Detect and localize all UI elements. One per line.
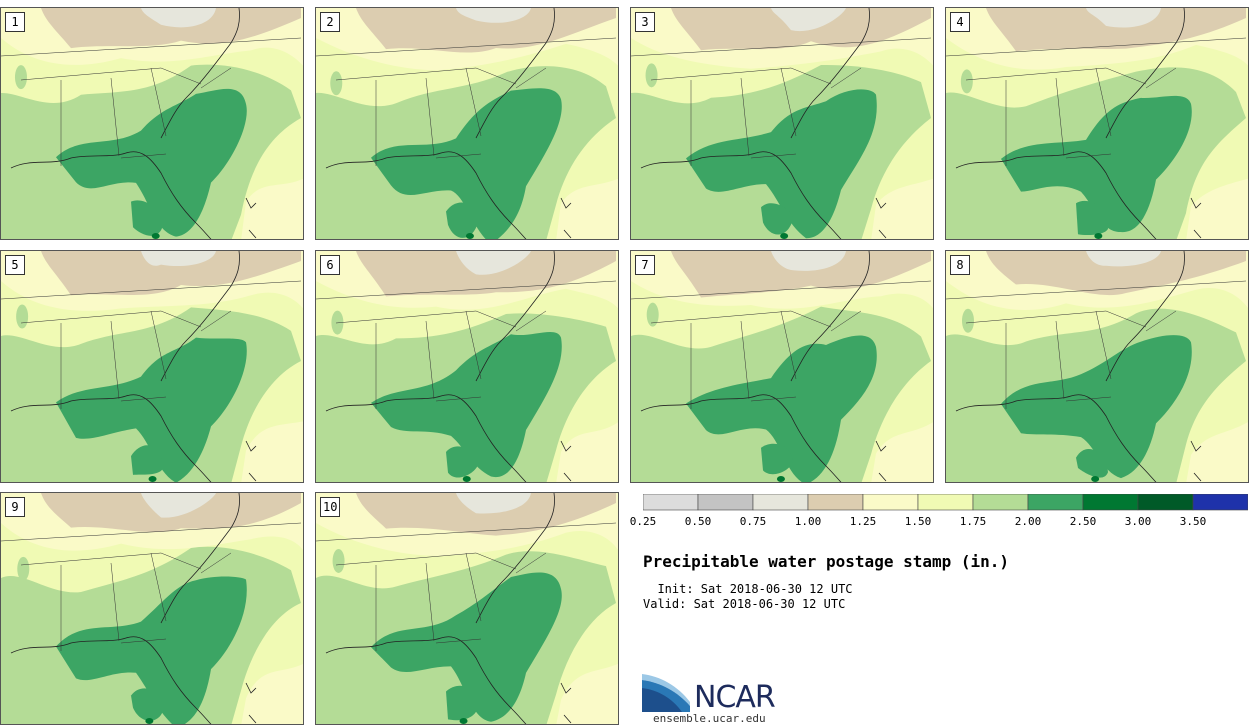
colorbar-tick-label: 1.75 (959, 515, 987, 528)
ensemble-member-panel-7: 7 (630, 250, 934, 483)
ensemble-member-panel-1: 1 (0, 7, 304, 240)
colorbar-swatch (1192, 494, 1248, 511)
ensemble-member-panel-9: 9 (0, 492, 304, 725)
panel-number: 2 (320, 12, 340, 32)
panel-number: 9 (5, 497, 25, 517)
panel-number: 3 (635, 12, 655, 32)
colorbar-swatch (1082, 494, 1139, 511)
valid-time: Valid: Sat 2018-06-30 12 UTC (643, 597, 846, 611)
ensemble-member-panel-5: 5 (0, 250, 304, 483)
panel-number: 4 (950, 12, 970, 32)
precipitable-water-map (1, 8, 303, 239)
colorbar-swatch (807, 494, 864, 511)
logo-url[interactable]: ensemble.ucar.edu (653, 712, 766, 725)
ensemble-member-panel-8: 8 (945, 250, 1249, 483)
ensemble-member-panel-2: 2 (315, 7, 619, 240)
colorbar-tick-label: 2.00 (1014, 515, 1042, 528)
panel-number: 10 (320, 497, 341, 517)
ensemble-member-panel-3: 3 (630, 7, 934, 240)
precipitable-water-map (1, 493, 303, 724)
colorbar-swatch (917, 494, 974, 511)
precipitable-water-map (631, 251, 933, 482)
colorbar-tick-label: 1.25 (849, 515, 877, 528)
colorbar-swatch (1137, 494, 1194, 511)
colorbar-tick-label: 3.00 (1124, 515, 1152, 528)
precipitable-water-map (316, 8, 618, 239)
panel-number: 1 (5, 12, 25, 32)
colorbar-swatch (697, 494, 754, 511)
colorbar-swatch (1027, 494, 1084, 511)
colorbar-tick-label: 1.00 (794, 515, 822, 528)
colorbar-tick-label: 0.75 (739, 515, 767, 528)
colorbar-tick-label: 2.50 (1069, 515, 1097, 528)
precipitable-water-map (946, 8, 1248, 239)
colorbar-tick-label: 1.50 (904, 515, 932, 528)
figure-title: Precipitable water postage stamp (in.) (643, 552, 1010, 571)
ensemble-member-panel-6: 6 (315, 250, 619, 483)
colorbar-tick-label: 0.50 (684, 515, 712, 528)
colorbar-tick-label: 0.25 (629, 515, 657, 528)
panel-number: 7 (635, 255, 655, 275)
colorbar-swatch (862, 494, 919, 511)
precipitable-water-map (316, 493, 618, 724)
precipitable-water-map (316, 251, 618, 482)
ncar-logo-icon (642, 672, 692, 712)
init-time: Init: Sat 2018-06-30 12 UTC (643, 582, 853, 596)
colorbar-swatch (752, 494, 809, 511)
precipitable-water-map (631, 8, 933, 239)
panel-number: 8 (950, 255, 970, 275)
logo-wordmark: NCAR (694, 680, 776, 715)
panel-number: 5 (5, 255, 25, 275)
ensemble-member-panel-10: 10 (315, 492, 619, 725)
panel-number: 6 (320, 255, 340, 275)
colorbar-swatch (972, 494, 1029, 511)
colorbar-tick-label: 3.50 (1179, 515, 1207, 528)
precipitable-water-colorbar (643, 494, 1248, 511)
colorbar-swatch (643, 494, 699, 511)
precipitable-water-map (1, 251, 303, 482)
precipitable-water-map (946, 251, 1248, 482)
ensemble-member-panel-4: 4 (945, 7, 1249, 240)
